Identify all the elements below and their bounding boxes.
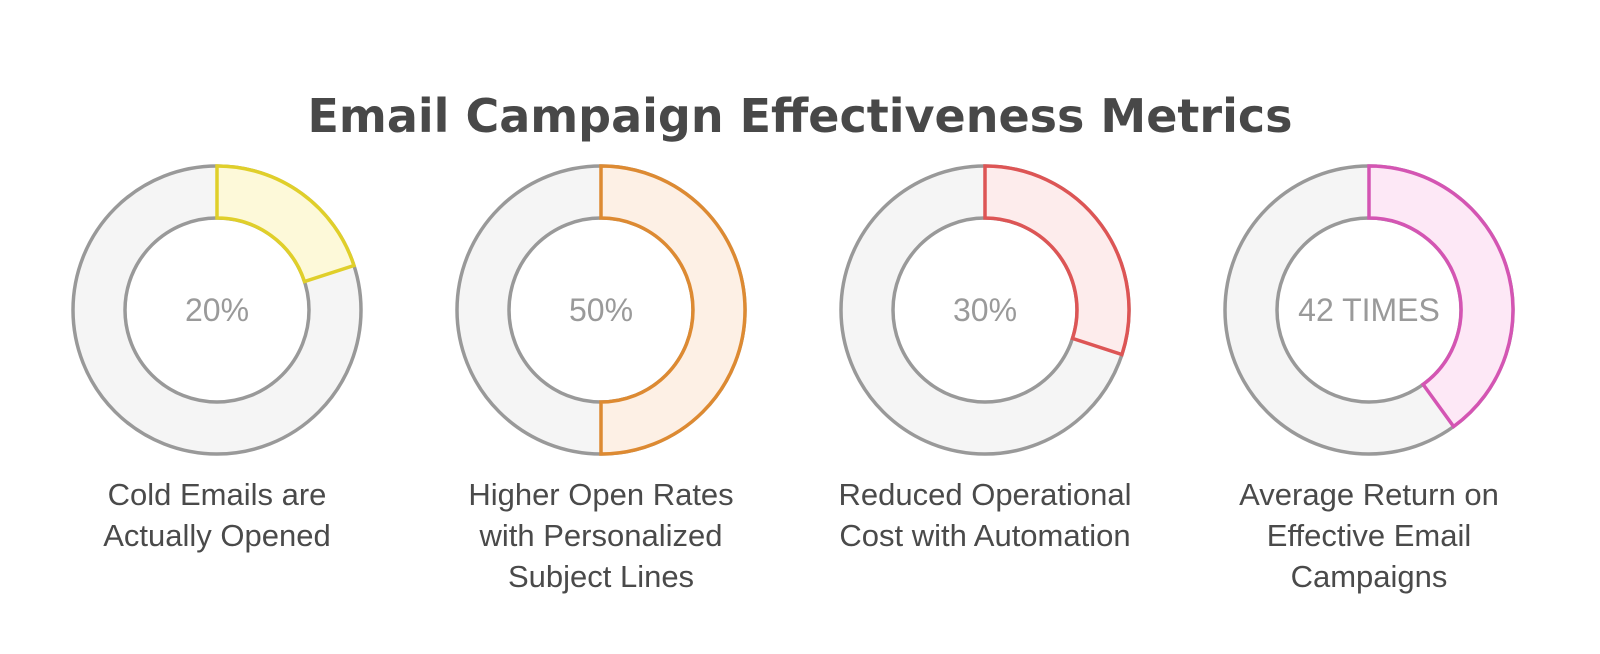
donut-value-label: 42 TIMES: [1298, 292, 1440, 328]
donut-value-label: 30%: [953, 292, 1017, 328]
donut-value-label: 20%: [185, 292, 249, 328]
donut-value-arc: [1367, 164, 1515, 429]
chart-title: Email Campaign Effectiveness Metrics: [307, 89, 1293, 143]
donut-2: 50%: [455, 164, 747, 456]
donut-caption: Higher Open Rates with Personalized Subj…: [468, 477, 734, 594]
donut-1: 20%: [71, 164, 363, 456]
donut-value-arc: [215, 164, 357, 284]
donut-value-arc: [983, 164, 1131, 357]
donut-value-arc: [599, 164, 747, 456]
donut-4: 42 TIMES: [1223, 164, 1515, 456]
donut-caption: Cold Emails are Actually Opened: [103, 477, 331, 553]
donut-3: 30%: [839, 164, 1131, 456]
donut-value-label: 50%: [569, 292, 633, 328]
donut-caption: Reduced Operational Cost with Automation: [838, 477, 1132, 553]
donut-caption: Average Return on Effective Email Campai…: [1239, 477, 1499, 594]
